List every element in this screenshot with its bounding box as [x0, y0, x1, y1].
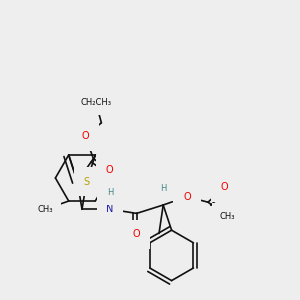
Text: CH₂CH₃: CH₂CH₃ — [80, 98, 111, 107]
Text: O: O — [183, 192, 191, 202]
Text: CH₃: CH₃ — [37, 205, 53, 214]
Text: N: N — [106, 204, 114, 214]
Text: O: O — [82, 131, 89, 141]
Text: O: O — [106, 165, 113, 175]
Text: H: H — [107, 188, 113, 197]
Text: H: H — [160, 184, 166, 193]
Text: S: S — [84, 177, 90, 187]
Text: O: O — [133, 230, 140, 239]
Text: CH₃: CH₃ — [220, 212, 236, 221]
Text: O: O — [221, 182, 229, 192]
